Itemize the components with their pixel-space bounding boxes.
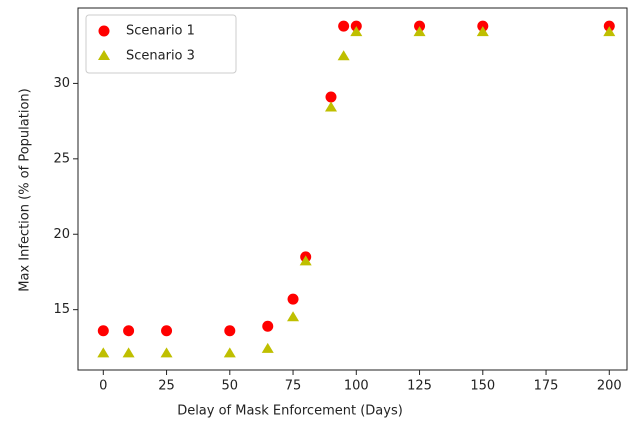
point: [477, 20, 489, 32]
legend-label: Scenario 3: [126, 49, 195, 64]
point: [97, 325, 109, 337]
legend-label: Scenario 1: [126, 24, 195, 39]
point: [287, 311, 300, 322]
y-tick-label: 25: [53, 151, 70, 166]
x-tick-label: 175: [534, 379, 559, 394]
x-tick-label: 100: [344, 379, 369, 394]
point: [223, 347, 236, 358]
point: [337, 50, 350, 61]
x-tick-label: 200: [597, 379, 622, 394]
point: [224, 325, 236, 337]
x-tick-label: 0: [99, 379, 107, 394]
legend-marker: [98, 25, 110, 37]
legend-marker: [98, 50, 110, 60]
point: [324, 101, 337, 112]
point: [123, 325, 135, 337]
point: [161, 325, 173, 337]
point: [338, 20, 350, 32]
x-tick-label: 75: [285, 379, 302, 394]
y-axis-label: Max Infection (% of Population): [18, 88, 33, 291]
legend-box: [85, 14, 237, 74]
point: [476, 26, 489, 37]
y-tick-label: 20: [53, 227, 70, 242]
point: [160, 347, 173, 358]
point: [325, 91, 337, 103]
point: [603, 26, 616, 37]
y-tick-label: 15: [53, 302, 70, 317]
plot-frame: [77, 7, 628, 371]
point: [603, 20, 615, 32]
point: [414, 20, 426, 32]
point: [350, 26, 363, 37]
x-tick-label: 50: [222, 379, 239, 394]
x-tick-label: 25: [158, 379, 175, 394]
x-tick-label: 150: [470, 379, 495, 394]
x-axis-label: Delay of Mask Enforcement (Days): [177, 404, 403, 419]
point: [299, 255, 312, 266]
point: [413, 26, 426, 37]
point: [262, 320, 274, 332]
point: [350, 20, 362, 32]
point: [261, 342, 274, 353]
x-tick-label: 125: [407, 379, 432, 394]
y-tick-label: 30: [53, 76, 70, 91]
point: [97, 347, 110, 358]
point: [287, 293, 299, 305]
point: [122, 347, 135, 358]
